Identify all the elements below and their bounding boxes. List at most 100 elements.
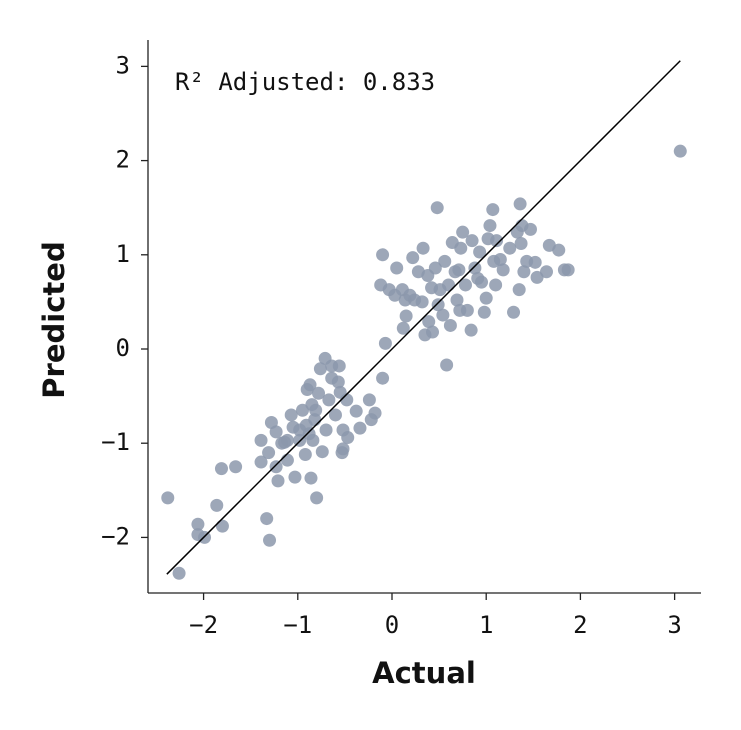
point — [399, 309, 413, 323]
point — [490, 234, 504, 248]
point — [428, 261, 442, 275]
point — [376, 371, 390, 385]
point — [486, 203, 500, 217]
point — [512, 283, 526, 297]
point — [561, 263, 575, 277]
point — [340, 393, 354, 407]
point — [310, 491, 324, 505]
point — [539, 265, 553, 279]
point — [523, 222, 537, 236]
point — [673, 144, 687, 158]
x-tick-label: 0 — [385, 611, 399, 639]
point — [313, 362, 327, 376]
point — [309, 403, 323, 417]
point — [513, 197, 527, 211]
point — [503, 241, 517, 255]
x-tick-label: 2 — [573, 611, 587, 639]
point — [335, 446, 349, 460]
y-tick-label: 3 — [116, 51, 130, 79]
point — [278, 435, 292, 449]
point — [456, 225, 470, 239]
point — [376, 248, 390, 262]
point — [322, 393, 336, 407]
point — [390, 261, 404, 275]
point — [415, 295, 429, 309]
point — [416, 241, 430, 255]
y-tick-label: −1 — [101, 428, 130, 456]
point — [450, 293, 464, 307]
y-tick-label: 2 — [116, 146, 130, 174]
point — [269, 460, 283, 474]
point — [443, 318, 457, 332]
point — [214, 462, 228, 476]
point — [473, 245, 487, 259]
point — [464, 323, 478, 337]
point — [210, 498, 224, 512]
point — [298, 448, 312, 462]
x-axis-label: Actual — [372, 656, 476, 690]
point — [191, 517, 205, 531]
point — [262, 446, 276, 460]
point — [161, 491, 175, 505]
point — [172, 566, 186, 580]
point — [368, 406, 382, 420]
point — [483, 219, 497, 233]
point — [436, 308, 450, 322]
point — [332, 359, 346, 373]
x-tick-label: −1 — [283, 611, 312, 639]
point — [229, 460, 243, 474]
point — [514, 236, 528, 250]
point — [341, 431, 355, 445]
point — [293, 423, 307, 437]
point — [528, 255, 542, 269]
point — [454, 241, 468, 255]
point — [517, 265, 531, 279]
point — [254, 433, 268, 447]
point — [328, 408, 342, 422]
point — [296, 403, 310, 417]
point — [493, 253, 507, 267]
point — [442, 278, 456, 292]
point — [362, 393, 376, 407]
point — [280, 453, 294, 467]
point — [431, 298, 445, 312]
point — [396, 321, 410, 335]
point — [304, 471, 318, 485]
point — [260, 512, 274, 526]
y-axis-label: Predicted — [37, 241, 71, 398]
point — [489, 278, 503, 292]
point — [458, 278, 472, 292]
point — [349, 404, 363, 418]
point — [422, 315, 436, 329]
point — [477, 305, 491, 319]
point — [453, 303, 467, 317]
y-tick-label: −2 — [101, 522, 130, 550]
point — [438, 254, 452, 268]
point — [271, 474, 285, 488]
x-tick-label: −2 — [189, 611, 218, 639]
point — [426, 325, 440, 339]
point — [319, 423, 333, 437]
point — [406, 251, 420, 265]
point — [315, 445, 329, 459]
x-tick-label: 3 — [667, 611, 681, 639]
annotation: R² Adjusted: 0.833 — [175, 68, 435, 96]
point — [430, 201, 444, 215]
point — [479, 291, 493, 305]
point — [474, 275, 488, 289]
point — [440, 358, 454, 372]
point — [507, 305, 521, 319]
point — [254, 455, 268, 469]
point — [331, 375, 345, 389]
point — [303, 378, 317, 392]
y-tick-label: 0 — [116, 334, 130, 362]
point — [465, 234, 479, 248]
reference-line — [166, 60, 681, 575]
point — [496, 263, 510, 277]
point — [269, 425, 283, 439]
point — [353, 421, 367, 435]
point — [552, 243, 566, 257]
point — [306, 433, 320, 447]
